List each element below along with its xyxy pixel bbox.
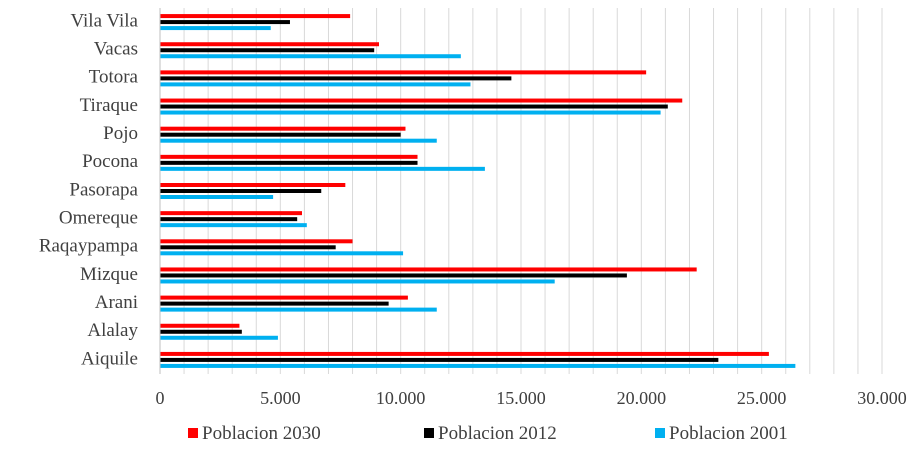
bar-2030-omereque [160, 211, 302, 215]
bar-2012-mizque [160, 273, 627, 277]
bar-2030-tiraque [160, 99, 682, 103]
bar-2001-vacas [160, 54, 461, 58]
bar-2012-arani [160, 302, 389, 306]
bar-2012-pocona [160, 161, 418, 165]
category-label: Totora [89, 67, 139, 88]
category-label: Raqaypampa [39, 236, 139, 257]
bar-2012-pasorapa [160, 189, 321, 193]
x-tick-label: 20.000 [617, 388, 667, 408]
bar-2012-totora [160, 76, 511, 80]
bar-2001-totora [160, 82, 470, 86]
x-tick-labels: 0 5.000 10.000 15.000 20.000 25.000 30.000 [156, 388, 907, 408]
category-label: Mizque [80, 264, 138, 285]
bar-2030-totora [160, 70, 646, 74]
bar-2001-vila-vila [160, 26, 271, 30]
bar-2030-mizque [160, 267, 697, 271]
bar-2012-alalay [160, 330, 242, 334]
bar-2012-tiraque [160, 105, 668, 109]
category-label: Tiraque [80, 95, 138, 116]
x-tick-label: 10.000 [376, 388, 426, 408]
bar-2012-omereque [160, 217, 297, 221]
bar-2030-alalay [160, 324, 239, 328]
bar-2030-vacas [160, 42, 379, 46]
bar-2001-raqaypampa [160, 251, 403, 255]
bar-2030-raqaypampa [160, 239, 353, 243]
bars [160, 14, 795, 368]
legend-label: Poblacion 2030 [202, 423, 321, 444]
legend-label: Poblacion 2012 [438, 423, 557, 444]
bar-2001-mizque [160, 279, 555, 283]
x-tick-label: 5.000 [260, 388, 301, 408]
bar-2012-vila-vila [160, 20, 290, 24]
category-labels: Aiquile Alalay Arani Mizque Raqaypampa Omereq… [39, 10, 139, 369]
bar-2012-raqaypampa [160, 245, 336, 249]
category-label: Omereque [59, 208, 138, 229]
bar-2001-pojo [160, 139, 437, 143]
bar-2030-vila-vila [160, 14, 350, 18]
bar-2001-arani [160, 308, 437, 312]
legend-swatch [188, 428, 198, 438]
category-label: Pojo [103, 123, 138, 144]
bar-2030-pasorapa [160, 183, 345, 187]
category-label: Pocona [82, 151, 139, 172]
legend-swatch [655, 428, 665, 438]
category-label: Alalay [87, 320, 138, 341]
bar-2001-tiraque [160, 111, 661, 115]
bar-2012-pojo [160, 133, 401, 137]
bar-2001-omereque [160, 223, 307, 227]
bar-2012-vacas [160, 48, 374, 52]
bar-2030-aiquile [160, 352, 769, 356]
legend-swatch [424, 428, 434, 438]
bar-2001-aiquile [160, 364, 795, 368]
x-tick-label: 0 [156, 388, 165, 408]
x-tick-label: 30.000 [857, 388, 907, 408]
bar-2001-pasorapa [160, 195, 273, 199]
bar-2012-aiquile [160, 358, 718, 362]
bar-2030-arani [160, 296, 408, 300]
category-label: Arani [95, 292, 138, 313]
category-label: Aiquile [81, 348, 138, 369]
legend-label: Poblacion 2001 [669, 423, 788, 444]
bar-2030-pojo [160, 127, 405, 131]
category-label: Vacas [94, 39, 138, 60]
bar-2030-pocona [160, 155, 418, 159]
x-tick-label: 25.000 [737, 388, 787, 408]
x-tick-label: 15.000 [496, 388, 546, 408]
bar-2001-pocona [160, 167, 485, 171]
category-label: Pasorapa [69, 179, 138, 200]
legend: Poblacion 2030 Poblacion 2012 Poblacion 20… [188, 423, 788, 444]
category-label: Vila Vila [70, 10, 138, 31]
bar-2001-alalay [160, 336, 278, 340]
